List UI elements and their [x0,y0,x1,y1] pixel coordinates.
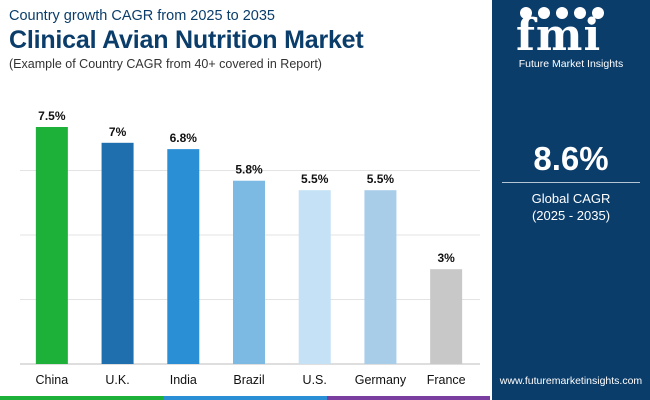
bar-germany [364,190,397,364]
x-tick-label: China [36,373,69,387]
fmi-logo: fmi Future Market Insights [492,0,650,80]
bar-france [430,269,463,364]
website-link[interactable]: www.futuremarketinsights.com [499,375,643,387]
chart-subtitle: Country growth CAGR from 2025 to 2035 [9,8,275,24]
x-tick-label: U.K. [105,373,129,387]
sidebar-panel: fmi Future Market Insights 8.6% Global C… [492,0,650,400]
data-label: 5.8% [235,163,263,177]
data-label: 7% [109,125,127,139]
data-label: 3% [437,251,455,265]
data-label: 5.5% [301,172,329,186]
bar-us [298,190,331,364]
data-label: 7.5% [38,109,66,123]
bar-chart: 7.5% China 7% U.K. 6.8% India 5.8% Brazil 5.5% U.… [20,109,480,387]
global-cagr-value: 8.6% [533,140,609,177]
data-label: 5.5% [367,172,395,186]
cagr-label-line2: (2025 - 2035) [531,208,611,223]
x-tick-label: India [170,373,197,387]
logo-icons [520,6,630,20]
logo-company-name: Future Market Insights [518,58,624,70]
cagr-label-line1: Global CAGR [531,191,611,206]
x-tick-label: France [427,373,466,387]
x-tick-label: U.S. [303,373,327,387]
header: Country growth CAGR from 2025 to 2035 Cl… [9,7,489,72]
band-segment [0,396,164,400]
bar-uk [101,142,134,364]
logo-letters: fmi [516,10,602,61]
global-cagr-label: Global CAGR (2025 - 2035) [492,190,650,224]
chart-note: (Example of Country CAGR from 40+ covere… [9,57,322,71]
bar-china [35,127,68,364]
cagr-divider [502,182,640,183]
chart-title: Clinical Avian Nutrition Market [9,26,364,54]
x-tick-label: Brazil [233,373,264,387]
data-label: 6.8% [170,131,198,145]
chart-svg: 7.5% China 7% U.K. 6.8% India 5.8% Brazil 5.5% U.… [20,109,480,387]
band-segment [163,396,327,400]
x-tick-label: Germany [355,373,407,387]
bottom-color-band [0,396,490,400]
bar-brazil [233,180,265,364]
bar-india [167,149,200,364]
band-segment [326,396,490,400]
